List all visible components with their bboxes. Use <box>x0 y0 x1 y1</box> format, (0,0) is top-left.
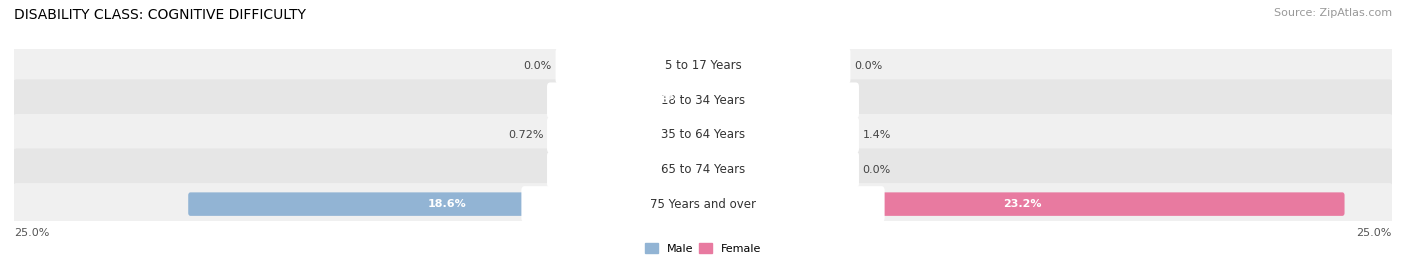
Legend: Male, Female: Male, Female <box>644 244 762 254</box>
FancyBboxPatch shape <box>188 192 706 216</box>
FancyBboxPatch shape <box>13 79 1393 122</box>
FancyBboxPatch shape <box>585 158 706 181</box>
Text: 4.9%: 4.9% <box>755 95 786 106</box>
Text: DISABILITY CLASS: COGNITIVE DIFFICULTY: DISABILITY CLASS: COGNITIVE DIFFICULTY <box>14 8 307 22</box>
FancyBboxPatch shape <box>522 186 884 222</box>
Text: 25.0%: 25.0% <box>1357 228 1392 238</box>
Text: 0.0%: 0.0% <box>862 164 891 175</box>
FancyBboxPatch shape <box>13 114 1393 156</box>
FancyBboxPatch shape <box>547 117 859 153</box>
Text: 0.0%: 0.0% <box>523 61 553 71</box>
Text: Source: ZipAtlas.com: Source: ZipAtlas.com <box>1274 8 1392 18</box>
Text: 0.72%: 0.72% <box>508 130 544 140</box>
Text: 2.8%: 2.8% <box>650 95 681 106</box>
Text: 65 to 74 Years: 65 to 74 Years <box>661 163 745 176</box>
FancyBboxPatch shape <box>700 123 744 147</box>
Text: 75 Years and over: 75 Years and over <box>650 198 756 211</box>
FancyBboxPatch shape <box>555 48 851 84</box>
FancyBboxPatch shape <box>624 89 706 112</box>
Text: 5 to 17 Years: 5 to 17 Years <box>665 59 741 72</box>
Text: 35 to 64 Years: 35 to 64 Years <box>661 129 745 141</box>
FancyBboxPatch shape <box>681 123 706 147</box>
FancyBboxPatch shape <box>547 82 859 119</box>
Text: 18.6%: 18.6% <box>427 199 467 209</box>
FancyBboxPatch shape <box>13 45 1393 87</box>
FancyBboxPatch shape <box>13 148 1393 191</box>
Text: 0.0%: 0.0% <box>853 61 883 71</box>
FancyBboxPatch shape <box>13 183 1393 225</box>
Text: 1.4%: 1.4% <box>862 130 891 140</box>
Text: 25.0%: 25.0% <box>14 228 49 238</box>
FancyBboxPatch shape <box>700 192 1344 216</box>
Text: 18 to 34 Years: 18 to 34 Years <box>661 94 745 107</box>
FancyBboxPatch shape <box>547 151 859 188</box>
Text: 4.2%: 4.2% <box>630 164 661 175</box>
FancyBboxPatch shape <box>700 89 841 112</box>
Text: 23.2%: 23.2% <box>1004 199 1042 209</box>
